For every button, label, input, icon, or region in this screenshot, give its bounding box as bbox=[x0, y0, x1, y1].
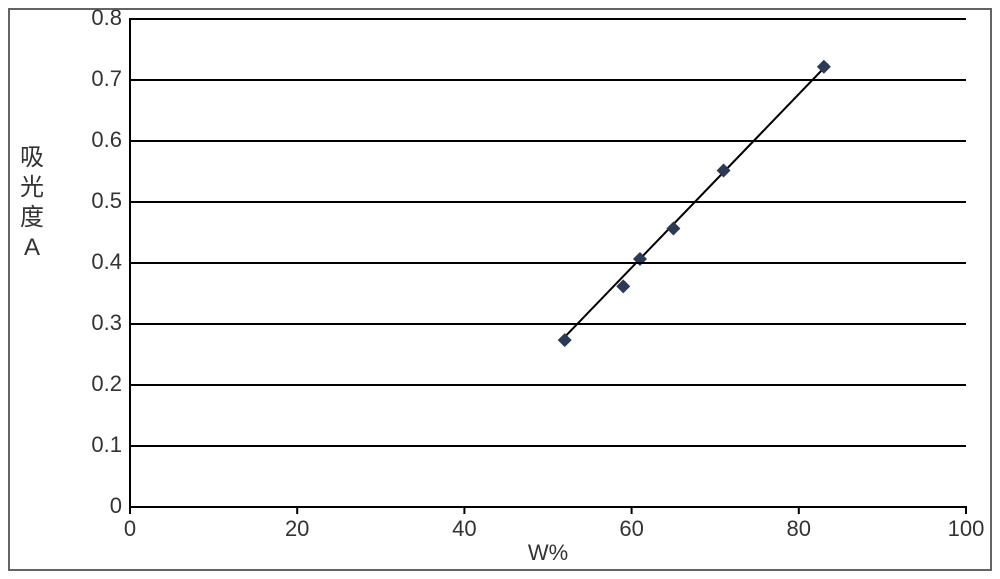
y-tick-label: 0.5 bbox=[72, 188, 122, 214]
gridline-h bbox=[130, 201, 966, 203]
y-tick-label: 0.3 bbox=[72, 310, 122, 336]
y-axis-title-char: A bbox=[20, 233, 44, 263]
gridline-h bbox=[130, 384, 966, 386]
y-axis-title-char: 光 bbox=[20, 173, 44, 203]
y-tick-label: 0.4 bbox=[72, 249, 122, 275]
x-tick-label: 80 bbox=[769, 516, 829, 542]
x-axis-title: W% bbox=[508, 540, 588, 566]
x-tick-label: 20 bbox=[267, 516, 327, 542]
gridline-h bbox=[130, 140, 966, 142]
y-tick-label: 0.1 bbox=[72, 432, 122, 458]
gridline-h bbox=[130, 262, 966, 264]
data-point-marker bbox=[558, 333, 572, 347]
gridline-h bbox=[130, 79, 966, 81]
data-point-marker bbox=[717, 164, 731, 178]
y-tick-label: 0.7 bbox=[72, 66, 122, 92]
gridline-h bbox=[130, 323, 966, 325]
x-tick-label: 60 bbox=[602, 516, 662, 542]
x-tick-label: 0 bbox=[100, 516, 160, 542]
chart-container: 吸光度A W% 00.10.20.30.40.50.60.70.80204060… bbox=[0, 0, 1000, 579]
y-axis-title-char: 吸 bbox=[20, 143, 44, 173]
x-tick-label: 100 bbox=[936, 516, 996, 542]
y-axis-title: 吸光度A bbox=[20, 143, 44, 263]
y-tick-label: 0.8 bbox=[72, 5, 122, 31]
gridline-h bbox=[130, 18, 966, 20]
data-point-marker bbox=[817, 60, 831, 74]
gridline-h bbox=[130, 445, 966, 447]
gridline-h bbox=[130, 506, 966, 508]
data-point-marker bbox=[666, 221, 680, 235]
y-tick-label: 0.2 bbox=[72, 371, 122, 397]
x-tick-label: 40 bbox=[434, 516, 494, 542]
y-tick-label: 0.6 bbox=[72, 127, 122, 153]
y-axis-title-char: 度 bbox=[20, 203, 44, 233]
plot-area bbox=[130, 18, 966, 506]
